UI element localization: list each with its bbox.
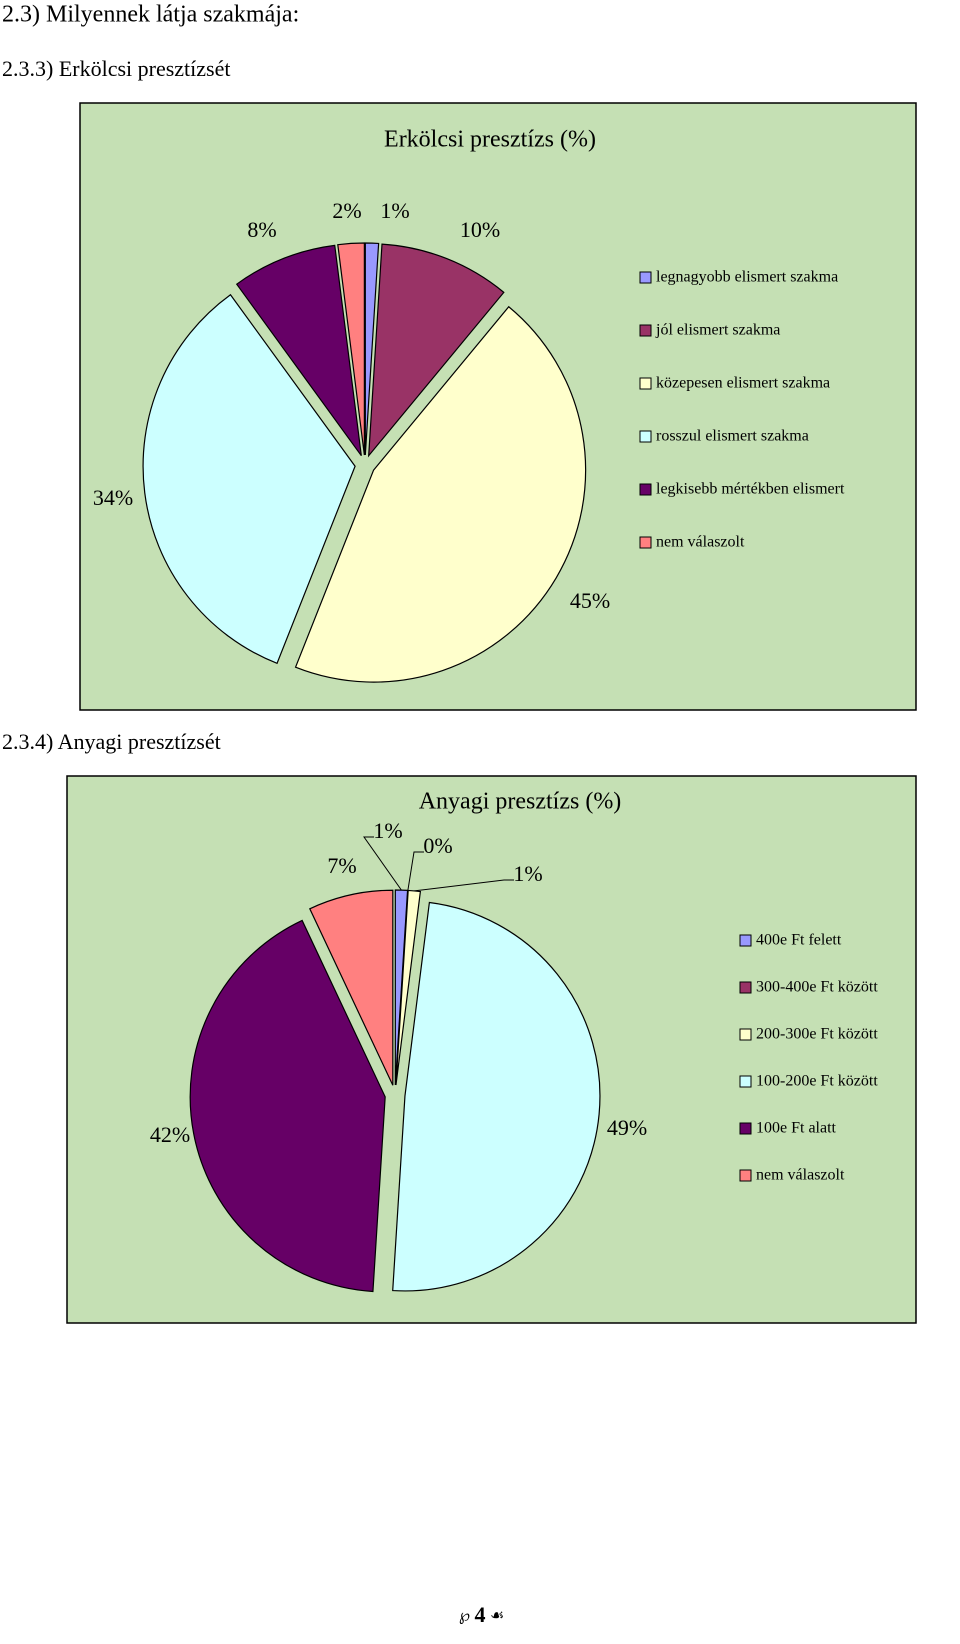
data-label: 1% — [373, 818, 402, 843]
section-title: 2.3.4) Anyagi presztízsét — [2, 729, 221, 754]
legend-label: legnagyobb elismert szakma — [656, 269, 838, 286]
data-label: 1% — [513, 861, 542, 886]
data-label: 42% — [150, 1122, 190, 1147]
legend-label: rosszul elismert szakma — [656, 428, 809, 445]
data-label: 8% — [247, 217, 276, 242]
pie-slice — [142, 293, 356, 665]
legend-label: legkisebb mértékben elismert — [656, 481, 845, 498]
legend-swatch — [639, 483, 652, 496]
pie-slice — [337, 242, 365, 456]
data-label: 45% — [570, 588, 610, 613]
leader-line — [407, 851, 424, 891]
legend-swatch — [739, 981, 752, 994]
legend-swatch — [639, 536, 652, 549]
data-label: 49% — [607, 1115, 647, 1140]
legend-label: nem válaszolt — [656, 534, 745, 551]
pie-slice — [235, 244, 362, 457]
legend-swatch — [739, 1122, 752, 1135]
data-label: 2% — [332, 198, 361, 223]
ornament: ℘ — [459, 1608, 470, 1625]
pie-slice — [308, 889, 394, 1086]
legend-swatch — [639, 324, 652, 337]
pie-slice — [294, 305, 587, 683]
page-number: 4 — [475, 1602, 486, 1627]
data-label: 10% — [460, 217, 500, 242]
legend-swatch — [739, 1075, 752, 1088]
pie-slice — [189, 919, 386, 1293]
legend-label: 100-200e Ft között — [756, 1073, 878, 1090]
legend-label: nem válaszolt — [756, 1167, 845, 1184]
legend-label: közepesen elismert szakma — [656, 375, 830, 392]
chart-title: Erkölcsi presztízs (%) — [384, 127, 596, 153]
data-label: 7% — [327, 853, 356, 878]
chart-title: Anyagi presztízs (%) — [419, 789, 622, 815]
legend-swatch — [639, 377, 652, 390]
pie-slice — [367, 243, 505, 458]
legend-swatch — [739, 1169, 752, 1182]
legend-label: 200-300e Ft között — [756, 1026, 878, 1043]
legend-label: 100e Ft alatt — [756, 1120, 837, 1137]
legend-swatch — [739, 1028, 752, 1041]
pie-slice — [392, 901, 601, 1292]
ornament: ☙ — [490, 1608, 504, 1625]
legend-swatch — [739, 934, 752, 947]
legend-swatch — [639, 430, 652, 443]
heading: 2.3) Milyennek látja szakmája: — [2, 2, 299, 28]
section-title: 2.3.3) Erkölcsi presztízsét — [2, 56, 231, 81]
legend-label: 300-400e Ft között — [756, 979, 878, 996]
leader-line — [414, 879, 514, 892]
pie-slice — [395, 889, 422, 1086]
data-label: 1% — [380, 198, 409, 223]
data-label: 34% — [93, 485, 133, 510]
legend-label: 400e Ft felett — [756, 932, 842, 949]
leader-line — [363, 836, 402, 891]
pie-slice — [364, 242, 380, 456]
legend-label: jól elismert szakma — [655, 322, 780, 339]
data-label: 0% — [423, 833, 452, 858]
legend-swatch — [639, 271, 652, 284]
